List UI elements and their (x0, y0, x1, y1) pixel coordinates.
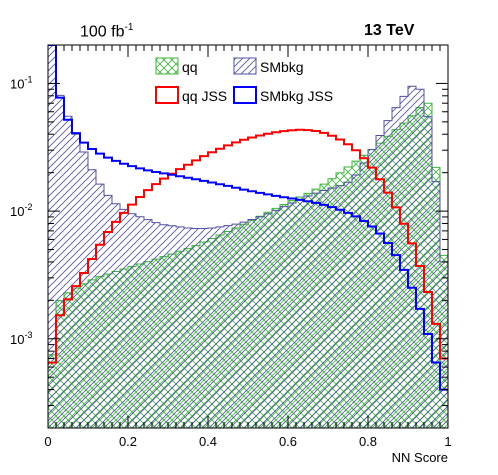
legend-label-smbkg-jss: SMbkg JSS (260, 88, 333, 104)
legend-swatch-qq-jss (155, 86, 179, 104)
legend-label-smbkg: SMbkg (260, 59, 304, 75)
y-tick-label: 10-2 (10, 202, 32, 219)
x-tick-label: 0.2 (119, 434, 137, 449)
luminosity-exponent: -1 (124, 22, 134, 33)
legend-swatch-smbkg-jss (233, 86, 257, 104)
energy-label: 13 TeV (364, 22, 415, 39)
x-tick-label: 0.4 (199, 434, 217, 449)
luminosity-label: 100 fb-1 (80, 22, 133, 41)
series-hist-smbkg (48, 45, 448, 428)
legend-label-qq: qq (182, 59, 198, 75)
series-line-qq-jss (48, 128, 448, 364)
luminosity-value: 100 fb (80, 23, 125, 41)
x-tick-label: 0 (44, 434, 51, 449)
x-tick-label: 1 (444, 434, 451, 449)
y-tick-label: 10-3 (10, 330, 32, 347)
x-tick-label: 0.8 (359, 434, 377, 449)
series-line-smbkg-jss (48, 45, 448, 391)
legend-label-qq-jss: qq JSS (182, 88, 227, 104)
x-axis-label: NN Score (392, 450, 448, 465)
legend: qq SMbkg qq JSS SMbkg JSS (155, 57, 333, 104)
legend-swatch-smbkg (233, 57, 257, 75)
legend-swatch-qq (155, 57, 179, 75)
x-tick-label: 0.6 (279, 434, 297, 449)
y-tick-label: 10-1 (10, 74, 32, 91)
